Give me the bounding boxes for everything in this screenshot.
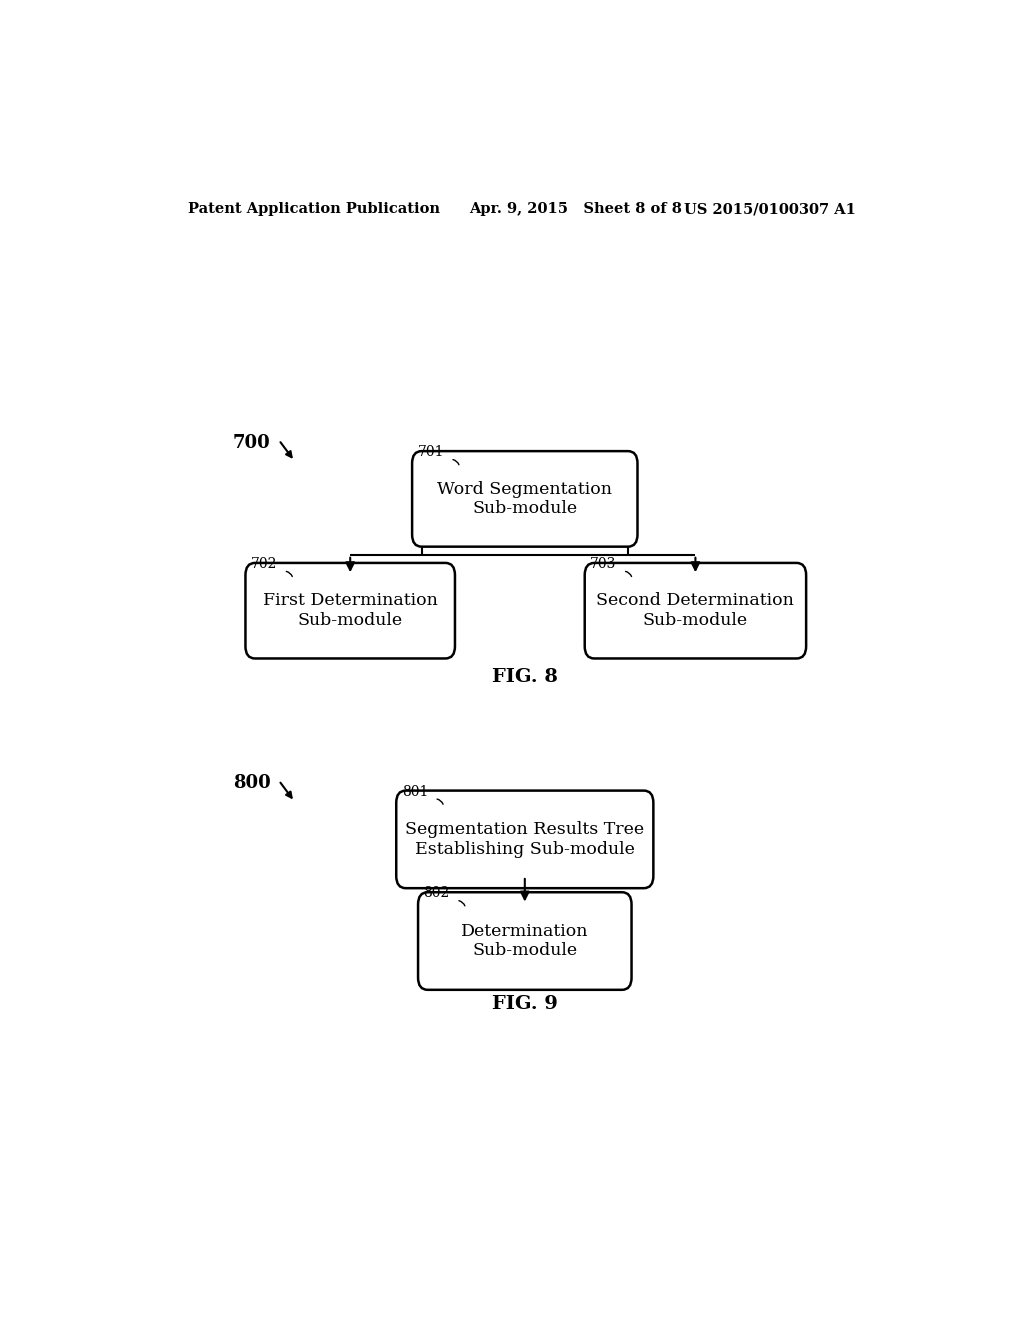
- Text: 701: 701: [418, 445, 444, 459]
- Text: 801: 801: [401, 784, 428, 799]
- Text: Apr. 9, 2015   Sheet 8 of 8: Apr. 9, 2015 Sheet 8 of 8: [469, 202, 682, 216]
- Text: US 2015/0100307 A1: US 2015/0100307 A1: [684, 202, 855, 216]
- FancyBboxPatch shape: [418, 892, 632, 990]
- Text: Segmentation Results Tree
Establishing Sub-module: Segmentation Results Tree Establishing S…: [406, 821, 644, 858]
- Text: 800: 800: [233, 775, 270, 792]
- Text: 700: 700: [233, 434, 270, 451]
- Text: Patent Application Publication: Patent Application Publication: [187, 202, 439, 216]
- Text: Second Determination
Sub-module: Second Determination Sub-module: [597, 593, 795, 630]
- Text: 703: 703: [590, 557, 616, 572]
- FancyBboxPatch shape: [246, 562, 455, 659]
- Text: 702: 702: [251, 557, 278, 572]
- Text: FIG. 9: FIG. 9: [492, 995, 558, 1012]
- FancyBboxPatch shape: [412, 451, 638, 546]
- FancyBboxPatch shape: [585, 562, 806, 659]
- Text: First Determination
Sub-module: First Determination Sub-module: [263, 593, 437, 630]
- FancyBboxPatch shape: [396, 791, 653, 888]
- Text: FIG. 8: FIG. 8: [492, 668, 558, 686]
- Text: Word Segmentation
Sub-module: Word Segmentation Sub-module: [437, 480, 612, 517]
- Text: Determination
Sub-module: Determination Sub-module: [461, 923, 589, 960]
- Text: 802: 802: [424, 886, 450, 900]
